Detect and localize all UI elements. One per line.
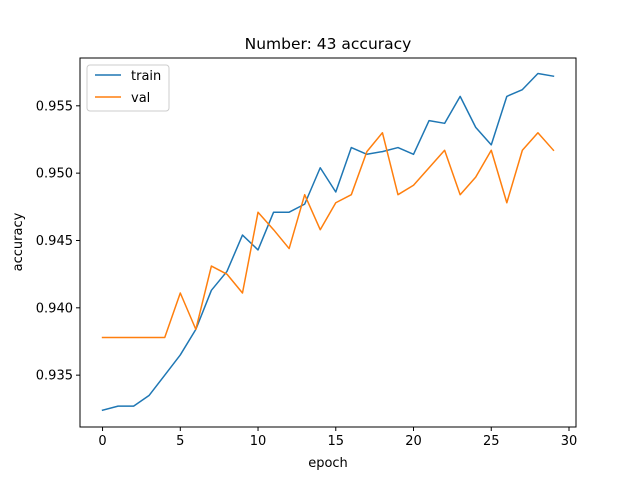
x-tick-label: 5 (176, 434, 184, 449)
series-line-train (103, 73, 554, 410)
legend-label-val: val (131, 91, 150, 106)
x-tick-label: 0 (98, 434, 106, 449)
legend-label-train: train (131, 69, 161, 84)
legend: train val (87, 65, 169, 111)
x-tick-label: 15 (328, 434, 345, 449)
series-line-val (103, 133, 554, 338)
chart-title: Number: 43 accuracy (245, 35, 412, 53)
x-axis-ticks: 0 5 10 15 20 25 30 (98, 427, 577, 449)
plot-lines (103, 73, 554, 410)
y-tick-label: 0.955 (36, 99, 73, 114)
y-axis-ticks: 0.935 0.940 0.945 0.950 0.955 (36, 99, 80, 383)
y-tick-label: 0.935 (36, 369, 73, 384)
y-tick-label: 0.945 (36, 234, 73, 249)
y-tick-label: 0.940 (36, 301, 73, 316)
x-axis-label: epoch (308, 456, 348, 471)
y-tick-label: 0.950 (36, 167, 73, 182)
x-tick-label: 30 (561, 434, 578, 449)
y-axis-label: accuracy (11, 212, 26, 271)
x-tick-label: 25 (483, 434, 500, 449)
x-tick-label: 20 (405, 434, 422, 449)
x-tick-label: 10 (250, 434, 267, 449)
